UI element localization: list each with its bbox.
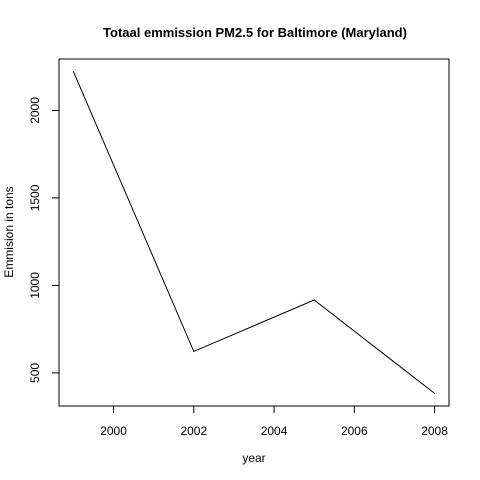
data-point [193,350,195,353]
y-tick-label: 1000 [28,272,42,299]
plot-frame [58,58,450,407]
x-tick-label: 2000 [100,424,127,438]
x-axis-label: year [242,451,265,465]
x-tick-label: 2008 [421,424,448,438]
y-tick-label: 500 [28,363,42,383]
x-tick-label: 2004 [261,424,288,438]
y-tick-label: 1500 [28,184,42,211]
y-tick-label: 2000 [28,97,42,124]
data-point [433,392,436,395]
data-points [72,70,436,395]
x-tick-label: 2002 [180,424,207,438]
series-line [72,71,435,394]
x-tick-label: 2006 [341,424,368,438]
y-axis-label: Emmision in tons [2,186,16,277]
data-point [313,299,315,301]
data-point [72,70,75,73]
y-axis: 500 1000 1500 2000 [28,97,59,383]
chart-title: Totaal emmission PM2.5 for Baltimore (Ma… [103,25,407,40]
x-axis: 2000 2002 2004 2006 2008 [100,406,448,438]
